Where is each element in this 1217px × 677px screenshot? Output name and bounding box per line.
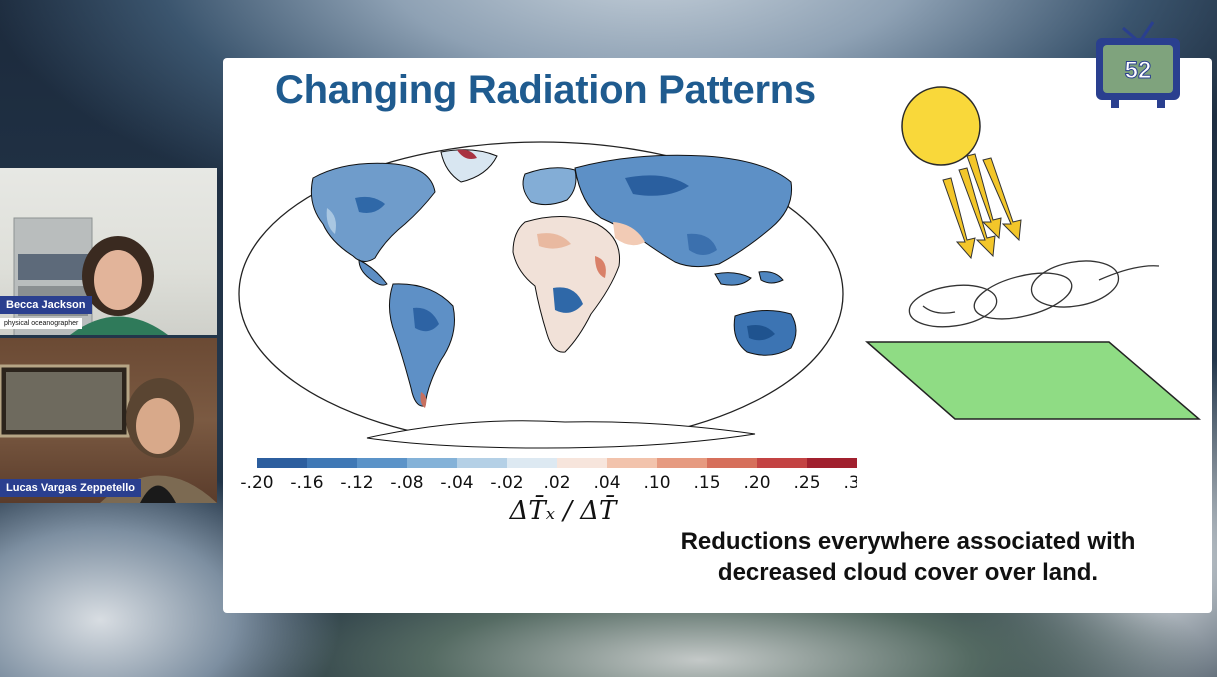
colorbar-tick-label: .04 <box>593 473 620 493</box>
caption-line-2: decreased cloud cover over land. <box>717 559 1099 586</box>
slide-title: Changing Radiation Patterns <box>275 68 816 112</box>
participant-role-badge: physical oceanographer <box>0 318 83 329</box>
colorbar-tick-label: -.02 <box>490 473 523 493</box>
radiation-illustration <box>865 86 1202 420</box>
caption-line-1: Reductions everywhere associated with <box>680 528 1136 555</box>
participant-name-badge: Becca Jackson <box>0 296 92 314</box>
land-surface-icon <box>865 341 1202 420</box>
colorbar-segment <box>607 458 658 468</box>
sun-icon <box>901 86 981 166</box>
colorbar-segment <box>707 458 758 468</box>
colorbar-tick-label: .30 <box>843 473 857 493</box>
colorbar-tick-label: .10 <box>643 473 670 493</box>
slide-caption: Reductions everywhere associated with de… <box>623 526 1193 588</box>
sunlight-arrows-icon <box>942 153 1022 260</box>
colorbar-segment <box>357 458 408 468</box>
colorbar-tick-label: .20 <box>743 473 770 493</box>
colorbar-segment <box>657 458 708 468</box>
colorbar-tick-label: -.12 <box>340 473 373 493</box>
colorbar-segment <box>557 458 608 468</box>
cloud-scribble-icon <box>908 260 1160 328</box>
colorbar-tick-label: .02 <box>543 473 570 493</box>
colorbar-segment <box>757 458 808 468</box>
presentation-slide: Changing Radiation Patterns <box>223 58 1212 613</box>
colorbar: -.20 -.16 -.12 -.08 -.04 -.02 .02 .04 .10 .15 .20.… <box>240 458 857 493</box>
colorbar-tick-label: -.04 <box>440 473 473 493</box>
colorbar-segment <box>507 458 558 468</box>
colorbar-segment <box>307 458 358 468</box>
colorbar-tick-label: -.16 <box>290 473 323 493</box>
participant-name-badge: Lucas Vargas Zeppetello <box>0 479 141 497</box>
world-map <box>238 141 844 449</box>
colorbar-tick-label: -.08 <box>390 473 423 493</box>
colorbar-tick-label: -.20 <box>240 473 273 493</box>
colorbar-segment <box>257 458 308 468</box>
channel-tv-logo: 52 <box>1096 21 1180 108</box>
colorbar-segment <box>457 458 508 468</box>
colorbar-segment <box>807 458 857 468</box>
participant-video-lucas[interactable]: Lucas Vargas Zeppetello <box>0 338 217 503</box>
channel-number: 52 <box>1125 57 1152 84</box>
colorbar-tick-label: .25 <box>793 473 820 493</box>
colorbar-label: ΔT̄ₓ / ΔT̄ <box>509 496 617 526</box>
participant-video-becca[interactable]: Becca Jackson physical oceanographer <box>0 168 217 335</box>
colorbar-tick-label: .15 <box>693 473 720 493</box>
colorbar-segment <box>407 458 458 468</box>
